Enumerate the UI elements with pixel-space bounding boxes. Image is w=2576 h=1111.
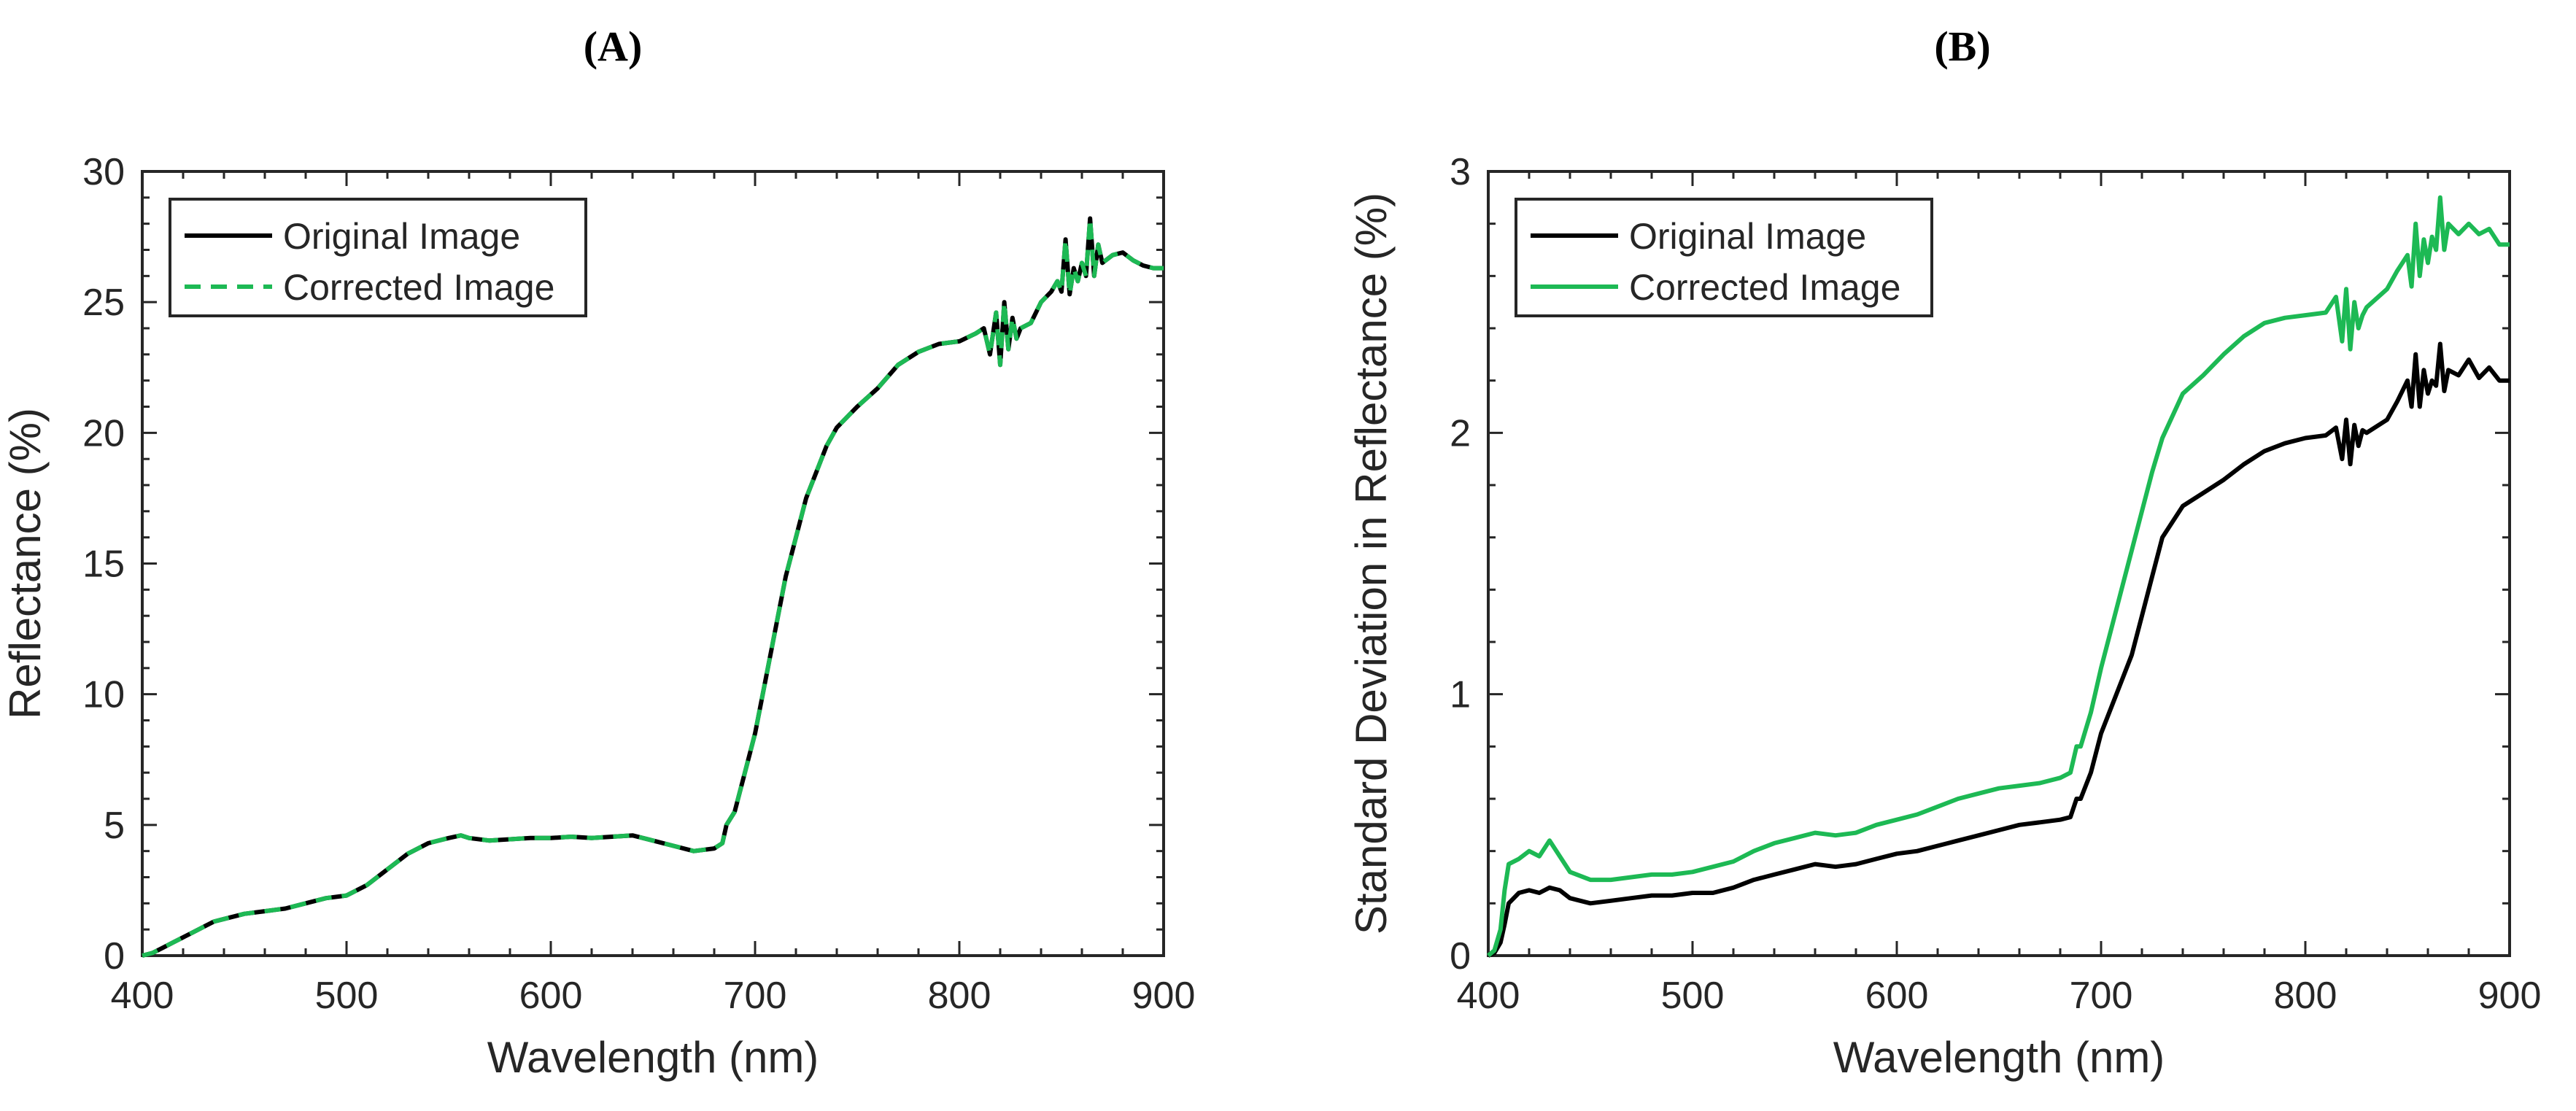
legend-box [1515,198,1933,317]
chart-a: 400 500 600 700 800 900 0 5 10 15 20 25 30 Wavelength… [1,151,1195,1082]
legend-label: Corrected Image [283,267,554,308]
x-tick-label: 700 [2070,975,2133,1017]
x-tick-label: 400 [111,975,174,1017]
x-axis-label: Wavelength (nm) [1833,1033,2165,1082]
y-tick-label: 15 [82,543,125,586]
panel-b-title: (B) [1934,23,1991,70]
legend-label: Original Image [283,216,520,257]
x-tick-label: 500 [315,975,379,1017]
chart-b: 400 500 600 700 800 900 0 1 2 3 Wavelength (nm) Sta… [1347,151,2541,1082]
legend-label: Original Image [1629,216,1866,257]
legend-box [169,198,587,317]
y-tick-label: 2 [1450,412,1471,454]
y-tick-label: 3 [1450,151,1471,193]
x-tick-label: 800 [928,975,991,1017]
panel-a-title: (A) [583,23,643,70]
y-tick-label: 25 [82,282,125,324]
x-tick-label: 900 [2478,975,2542,1017]
legend-label: Corrected Image [1629,267,1900,308]
series-line-corrected [142,216,1164,958]
x-tick-label: 500 [1661,975,1725,1017]
y-tick-label: 0 [1450,935,1471,978]
y-tick-label: 30 [82,151,125,193]
x-tick-label: 400 [1457,975,1520,1017]
y-tick-label: 5 [104,805,125,847]
y-axis-label: Standard Deviation in Reflectance (%) [1347,193,1396,934]
x-tick-label: 600 [1865,975,1929,1017]
series-line-corrected [1487,195,2510,958]
y-tick-label: 10 [82,674,125,716]
y-tick-label: 0 [104,935,125,978]
x-tick-label: 600 [519,975,583,1017]
x-tick-label: 700 [724,975,787,1017]
x-axis-label: Wavelength (nm) [487,1033,819,1082]
y-axis-label: Reflectance (%) [1,408,50,719]
series-line-original [1487,341,2510,958]
y-tick-label: 1 [1450,674,1471,716]
x-tick-label: 900 [1132,975,1196,1017]
y-tick-label: 20 [82,412,125,454]
x-tick-label: 800 [2274,975,2337,1017]
